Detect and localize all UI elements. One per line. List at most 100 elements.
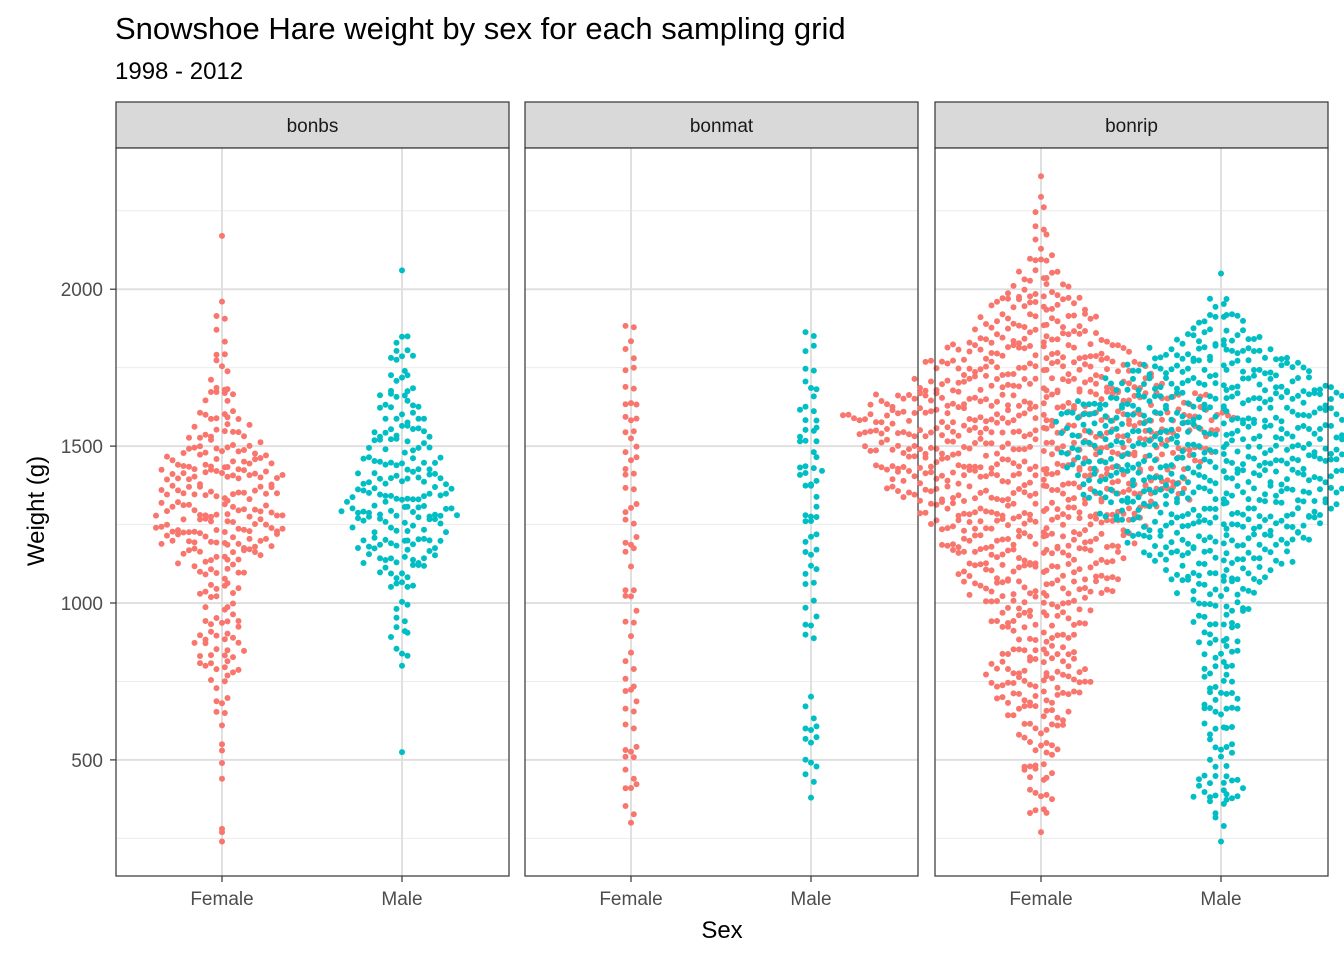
data-point xyxy=(224,464,231,470)
data-point xyxy=(401,367,408,374)
data-point xyxy=(1262,498,1268,505)
data-point xyxy=(1049,563,1055,570)
data-point xyxy=(950,428,956,435)
data-point xyxy=(1115,368,1121,375)
data-point xyxy=(263,490,269,497)
data-point xyxy=(1005,344,1011,351)
data-point xyxy=(1080,460,1087,467)
data-point xyxy=(1157,354,1164,361)
data-point xyxy=(1109,542,1116,549)
data-point xyxy=(1245,453,1252,460)
data-point xyxy=(399,460,405,467)
data-point xyxy=(246,535,253,542)
data-point xyxy=(906,453,912,460)
data-point xyxy=(1196,463,1202,470)
data-point xyxy=(1234,638,1241,645)
data-point xyxy=(1010,627,1017,634)
data-point xyxy=(622,401,629,408)
data-point xyxy=(1146,437,1153,444)
data-point xyxy=(1295,469,1301,476)
data-point xyxy=(1076,330,1083,337)
data-point xyxy=(1098,590,1105,596)
data-point xyxy=(1124,401,1131,407)
data-point xyxy=(1032,647,1039,654)
data-point xyxy=(230,590,236,596)
data-point xyxy=(1300,412,1307,418)
data-point xyxy=(388,372,394,379)
data-point xyxy=(1289,511,1296,518)
data-point xyxy=(810,393,817,400)
data-point xyxy=(1284,476,1290,483)
data-point xyxy=(797,438,803,445)
data-point xyxy=(1223,725,1230,731)
data-point xyxy=(1049,336,1055,343)
facet-strip-label: bonrip xyxy=(1105,116,1158,137)
data-point xyxy=(1273,414,1279,421)
data-point xyxy=(983,598,989,605)
data-point xyxy=(1027,431,1033,438)
data-point xyxy=(221,710,228,716)
data-point xyxy=(1328,484,1334,491)
data-point xyxy=(983,585,989,592)
data-point xyxy=(230,491,236,498)
data-point xyxy=(862,443,868,450)
data-point xyxy=(1010,670,1017,677)
data-point xyxy=(1091,488,1098,495)
data-point xyxy=(1010,712,1017,719)
data-point xyxy=(1043,387,1050,394)
data-point xyxy=(437,537,444,544)
data-point xyxy=(1317,405,1323,412)
data-point xyxy=(1005,295,1011,302)
data-point xyxy=(1087,388,1094,395)
data-point xyxy=(966,519,973,525)
panel-background xyxy=(935,148,1328,876)
data-point xyxy=(1152,363,1158,370)
data-point xyxy=(1141,361,1147,368)
x-tick-label: Female xyxy=(190,889,253,910)
data-point xyxy=(1240,417,1246,424)
data-point xyxy=(1190,596,1197,603)
data-point xyxy=(983,425,989,432)
data-point xyxy=(966,591,973,598)
facet-strip-label: bonmat xyxy=(690,116,754,137)
data-point xyxy=(628,785,634,791)
data-point xyxy=(1032,693,1039,699)
data-point xyxy=(1049,487,1055,493)
data-point xyxy=(1317,455,1323,462)
data-point xyxy=(895,392,901,399)
data-point xyxy=(808,533,814,540)
data-point xyxy=(1016,268,1022,275)
data-point xyxy=(1141,523,1147,530)
data-point xyxy=(1163,501,1169,508)
data-point xyxy=(1032,593,1039,600)
data-point xyxy=(1027,255,1033,262)
data-point xyxy=(1157,532,1164,539)
data-point xyxy=(279,472,286,478)
data-point xyxy=(1256,555,1263,562)
data-point xyxy=(1102,476,1109,483)
data-point xyxy=(1196,560,1202,567)
data-point xyxy=(950,451,956,458)
data-point xyxy=(1322,496,1329,503)
data-point xyxy=(1196,600,1202,607)
data-point xyxy=(988,350,995,356)
data-point xyxy=(1185,479,1191,486)
data-point xyxy=(1240,461,1246,468)
data-point xyxy=(1201,701,1208,708)
data-point xyxy=(944,477,951,484)
data-point xyxy=(1130,532,1136,539)
data-point xyxy=(235,525,242,532)
data-point xyxy=(994,554,1000,561)
data-point xyxy=(1086,458,1092,465)
data-point xyxy=(1091,400,1098,407)
data-point xyxy=(1054,268,1061,275)
data-point xyxy=(1005,371,1011,378)
data-point xyxy=(1223,763,1230,769)
data-point xyxy=(1135,494,1142,501)
data-point xyxy=(1032,363,1039,370)
data-point xyxy=(1005,478,1011,485)
data-point xyxy=(213,389,220,395)
data-point xyxy=(983,336,989,343)
data-point xyxy=(252,543,258,550)
data-point xyxy=(382,401,389,408)
